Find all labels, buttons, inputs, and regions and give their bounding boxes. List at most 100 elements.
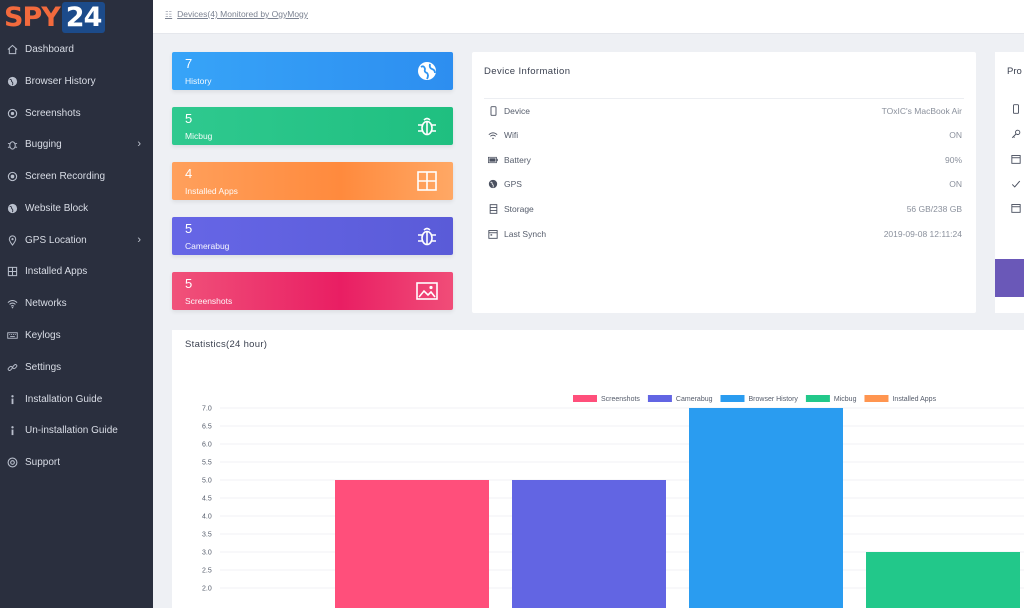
sidebar-item-gps-location[interactable]: GPS Location › bbox=[0, 225, 153, 255]
bar-micbug bbox=[866, 552, 1020, 608]
brand-name-part1: SPY bbox=[4, 2, 61, 33]
sidebar-item-label: Bugging bbox=[25, 138, 62, 150]
record-icon bbox=[6, 170, 18, 182]
legend-swatch-micbug bbox=[805, 395, 830, 402]
stat-card-micbug[interactable]: 5 Micbug bbox=[172, 107, 453, 145]
sidebar-item-label: Un-installation Guide bbox=[25, 424, 118, 436]
divider bbox=[484, 98, 964, 99]
sidebar-item-dashboard[interactable]: Dashboard bbox=[0, 34, 153, 64]
device-row-value: 90% bbox=[944, 155, 962, 165]
stat-card-installed-apps[interactable]: 4 Installed Apps bbox=[172, 162, 453, 200]
device-row-device: Device TOxIC's MacBook Air bbox=[488, 104, 962, 118]
device-row-value: 56 GB/238 GB bbox=[906, 204, 962, 214]
legend-swatch-screenshots bbox=[573, 395, 597, 402]
sidebar-item-installed-apps[interactable]: Installed Apps bbox=[0, 256, 153, 286]
globe-icon bbox=[6, 202, 18, 214]
sidebar-item-label: Screenshots bbox=[25, 107, 81, 119]
globe-icon bbox=[6, 75, 18, 87]
sidebar-item-browser-history[interactable]: Browser History bbox=[0, 66, 153, 96]
key-icon bbox=[1011, 129, 1021, 139]
sidebar-item-screenshots[interactable]: Screenshots bbox=[0, 98, 153, 128]
device-row-value: ON bbox=[949, 130, 962, 140]
legend-label-installed-apps: Installed Apps bbox=[892, 396, 936, 403]
sidebar-item-label: Dashboard bbox=[25, 43, 74, 55]
legend-label-micbug: Micbug bbox=[834, 396, 857, 403]
stat-label: History bbox=[185, 76, 212, 86]
location-icon bbox=[6, 234, 18, 246]
top-bar: ☷ Devices(4) Monitored by OgyMogy bbox=[153, 0, 1024, 34]
stat-value: 5 bbox=[185, 221, 193, 236]
sidebar-item-label: Settings bbox=[25, 361, 62, 373]
panel-title: Statistics(24 hour) bbox=[185, 339, 268, 350]
sidebar-item-settings[interactable]: Settings bbox=[0, 352, 153, 382]
bug-icon bbox=[6, 138, 18, 150]
y-tick-label: 2.0 bbox=[202, 586, 212, 593]
y-tick-label: 5.0 bbox=[202, 478, 212, 485]
bar-screenshots bbox=[335, 480, 489, 608]
bar-browser-history bbox=[689, 408, 843, 608]
calendar-icon bbox=[1011, 154, 1021, 164]
sidebar-item-label: Browser History bbox=[25, 75, 96, 87]
keyboard-icon bbox=[6, 329, 18, 341]
sidebar-item-label: Installation Guide bbox=[25, 393, 103, 405]
brand-logo[interactable]: SPY 24 bbox=[0, 0, 153, 36]
y-tick-label: 7.0 bbox=[202, 406, 212, 413]
legend-label-screenshots: Screenshots bbox=[601, 396, 640, 403]
legend-swatch-camerabug bbox=[647, 395, 672, 402]
stat-value: 5 bbox=[185, 276, 193, 291]
stat-card-history[interactable]: 7 History bbox=[172, 52, 453, 90]
legend-swatch-browser-history bbox=[720, 395, 745, 402]
sidebar-item-support[interactable]: Support bbox=[0, 447, 153, 477]
stat-label: Camerabug bbox=[185, 241, 230, 251]
sidebar-item-uninstallation-guide[interactable]: Un-installation Guide bbox=[0, 415, 153, 445]
y-tick-label: 4.0 bbox=[202, 514, 212, 521]
storage-icon bbox=[488, 204, 498, 214]
check-icon bbox=[1011, 179, 1021, 189]
sidebar-item-label: Keylogs bbox=[25, 329, 61, 341]
home-icon bbox=[6, 43, 18, 55]
sidebar-item-bugging[interactable]: Bugging › bbox=[0, 129, 153, 159]
device-row-battery: Battery 90% bbox=[488, 153, 962, 167]
sidebar-item-label: Support bbox=[25, 456, 61, 468]
device-row-value: 2019-09-08 12:11:24 bbox=[883, 229, 962, 239]
bar-camerabug bbox=[512, 480, 666, 608]
sidebar-item-installation-guide[interactable]: Installation Guide bbox=[0, 384, 153, 414]
breadcrumb[interactable]: ☷ Devices(4) Monitored by OgyMogy bbox=[165, 9, 308, 19]
sidebar-item-screen-recording[interactable]: Screen Recording bbox=[0, 161, 153, 191]
device-row-label: Storage bbox=[504, 204, 534, 214]
sidebar-item-label: Installed Apps bbox=[25, 265, 88, 277]
globe-icon bbox=[488, 179, 498, 189]
profile-action-bar[interactable] bbox=[995, 259, 1024, 297]
globe-icon bbox=[418, 62, 436, 80]
stat-card-camerabug[interactable]: 5 Camerabug bbox=[172, 217, 453, 255]
stat-label: Screenshots bbox=[185, 296, 233, 306]
guide-icon bbox=[6, 424, 18, 436]
y-tick-label: 2.5 bbox=[202, 568, 212, 575]
statistics-panel: Statistics(24 hour) 7.0 6.5 6.0 5.5 5.0 4.5 4.… bbox=[172, 330, 1024, 608]
device-row-gps: GPS ON bbox=[488, 177, 962, 191]
y-tick-label: 3.5 bbox=[202, 532, 212, 539]
stat-value: 7 bbox=[185, 56, 193, 71]
list-icon: ☷ bbox=[165, 9, 173, 19]
stat-label: Micbug bbox=[185, 131, 213, 141]
y-tick-label: 4.5 bbox=[202, 496, 212, 503]
sidebar-item-networks[interactable]: Networks bbox=[0, 288, 153, 318]
y-tick-label: 3.0 bbox=[202, 550, 212, 557]
wifi-icon bbox=[6, 297, 18, 309]
y-tick-label: 6.0 bbox=[202, 442, 212, 449]
device-row-value: TOxIC's MacBook Air bbox=[881, 106, 962, 116]
support-icon bbox=[6, 456, 18, 468]
link-icon bbox=[6, 361, 18, 373]
sidebar-item-website-block[interactable]: Website Block bbox=[0, 193, 153, 223]
stat-value: 4 bbox=[185, 166, 193, 181]
bug-icon bbox=[418, 227, 436, 246]
legend-label-camerabug: Camerabug bbox=[676, 396, 713, 403]
camera-icon bbox=[6, 107, 18, 119]
device-row-label: GPS bbox=[504, 179, 522, 189]
sidebar-item-keylogs[interactable]: Keylogs bbox=[0, 320, 153, 350]
sidebar-item-label: Networks bbox=[25, 297, 67, 309]
sidebar-item-label: Website Block bbox=[25, 202, 89, 214]
image-icon bbox=[416, 282, 438, 300]
stat-card-screenshots[interactable]: 5 Screenshots bbox=[172, 272, 453, 310]
device-row-wifi: Wifi ON bbox=[488, 128, 962, 142]
